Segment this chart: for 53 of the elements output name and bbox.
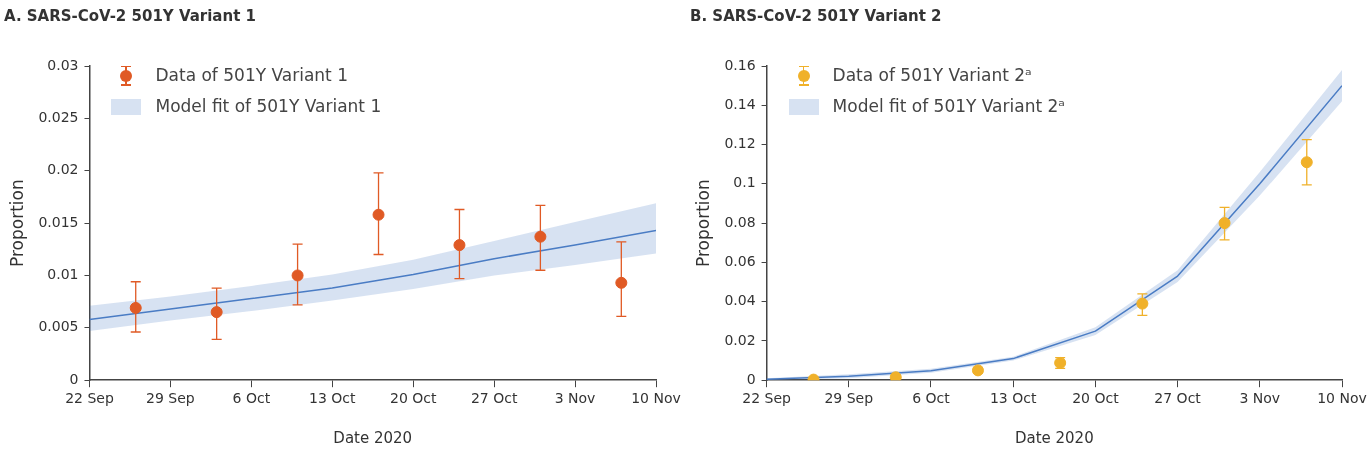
x-tick-label: 3 Nov xyxy=(554,390,596,407)
y-tick-label: 0.02 xyxy=(47,161,79,178)
point xyxy=(291,269,304,282)
point xyxy=(615,276,628,289)
x-tick-label: 29 Sep xyxy=(824,390,874,407)
y-tick-label: 0.1 xyxy=(733,174,756,191)
y-tick-label: 0.005 xyxy=(38,318,79,335)
x-axis-title: Date 2020 xyxy=(333,428,413,447)
y-tick-label: 0.16 xyxy=(724,56,756,73)
point xyxy=(1300,156,1313,169)
x-tick-label: 27 Oct xyxy=(1154,390,1202,407)
point xyxy=(889,371,902,381)
x-tick-label: 6 Oct xyxy=(912,390,951,407)
legend-label: Data of 501Y Variant 2ᵃ xyxy=(832,64,1032,87)
legend-label: Model fit of 501Y Variant 1 xyxy=(155,95,382,118)
point xyxy=(210,306,223,319)
point xyxy=(534,230,547,243)
point xyxy=(453,239,466,252)
x-tick-label: 13 Oct xyxy=(989,390,1037,407)
y-axis-title: Proportion xyxy=(692,179,713,267)
x-tick-label: 20 Oct xyxy=(389,390,437,407)
y-tick-label: 0.025 xyxy=(38,109,79,126)
chart-title: A. SARS-CoV-2 501Y Variant 1 xyxy=(4,6,256,25)
point xyxy=(1136,297,1149,310)
x-tick-label: 10 Nov xyxy=(631,390,681,407)
y-tick-label: 0.03 xyxy=(47,56,79,73)
x-tick-label: 22 Sep xyxy=(65,390,114,407)
point xyxy=(129,301,142,314)
x-tick-label: 27 Oct xyxy=(470,390,518,407)
x-tick-label: 6 Oct xyxy=(232,390,271,407)
y-tick-label: 0 xyxy=(746,370,756,387)
x-tick-label: 22 Sep xyxy=(742,390,792,407)
chart-title: B. SARS-CoV-2 501Y Variant 2 xyxy=(690,6,942,25)
x-tick-label: 13 Oct xyxy=(309,390,357,407)
y-tick-label: 0.015 xyxy=(38,213,79,230)
x-axis-title: Date 2020 xyxy=(1014,428,1094,447)
y-axis-title: Proportion xyxy=(6,179,27,267)
x-tick-label: 29 Sep xyxy=(146,390,195,407)
x-tick-label: 20 Oct xyxy=(1072,390,1120,407)
y-tick-label: 0.02 xyxy=(724,331,756,348)
point xyxy=(372,208,385,221)
point xyxy=(1218,217,1231,230)
y-tick-label: 0.12 xyxy=(724,135,756,152)
y-tick-label: 0.08 xyxy=(724,213,756,230)
legend-label: Model fit of 501Y Variant 2ᵃ xyxy=(832,95,1065,118)
y-tick-label: 0.06 xyxy=(724,253,756,270)
legend-label: Data of 501Y Variant 1 xyxy=(155,64,349,87)
y-tick-label: 0 xyxy=(69,370,79,387)
x-tick-label: 3 Nov xyxy=(1239,390,1281,407)
x-tick-label: 10 Nov xyxy=(1317,390,1367,407)
y-tick-label: 0.01 xyxy=(47,266,79,283)
y-tick-label: 0.14 xyxy=(724,95,756,112)
y-tick-label: 0.04 xyxy=(724,292,756,309)
